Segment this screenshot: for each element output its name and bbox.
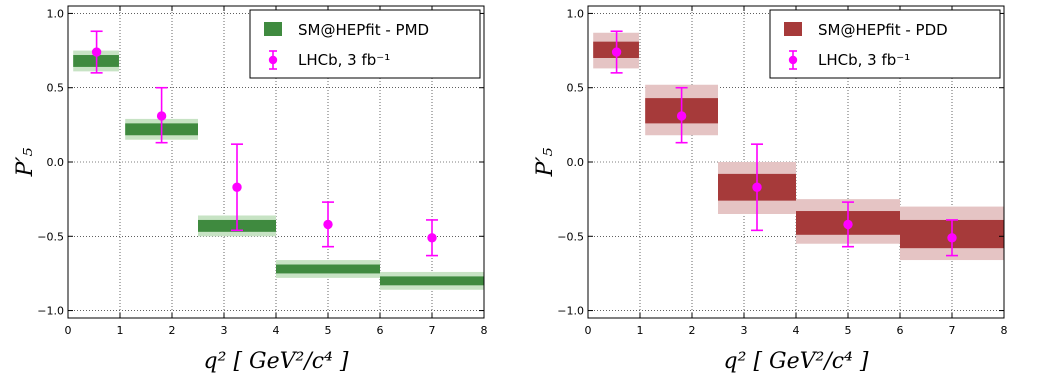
legend: SM@HEPfit - PMD LHCb, 3 fb⁻¹ xyxy=(249,9,481,79)
x-tick-label: 3 xyxy=(221,324,228,337)
y-tick-label: −1.0 xyxy=(37,305,64,318)
y-axis-label: P′₅ xyxy=(533,148,558,178)
left-chart-panel: 0 1 2 3 4 5 6 7 8 −1.0 −0.5 0.0 0.5 1.0 q² [ GeV²/c⁴ ]… xyxy=(0,0,520,380)
data-point xyxy=(676,111,687,121)
y-tick-label: 0.0 xyxy=(567,156,585,169)
legend: SM@HEPfit - PDD LHCb, 3 fb⁻¹ xyxy=(769,9,1001,79)
legend-swatch-band xyxy=(264,22,282,36)
legend-box xyxy=(769,9,1001,79)
x-axis-label: q² [ GeV²/c⁴ ] xyxy=(724,349,869,374)
x-tick-label: 8 xyxy=(1001,324,1008,337)
x-tick-label: 4 xyxy=(273,324,280,337)
y-tick-label: −1.0 xyxy=(557,305,584,318)
x-tick-label: 5 xyxy=(325,324,332,337)
data-point xyxy=(611,47,622,57)
right-chart: 0 1 2 3 4 5 6 7 8 −1.0 −0.5 0.0 0.5 1.0 q² [ GeV²/c⁴ ]… xyxy=(533,5,1008,374)
right-chart-panel: 0 1 2 3 4 5 6 7 8 −1.0 −0.5 0.0 0.5 1.0 q² [ GeV²/c⁴ ]… xyxy=(520,0,1040,380)
legend-label-sm: SM@HEPfit - PMD xyxy=(298,21,429,39)
x-tick-label: 2 xyxy=(169,324,176,337)
legend-swatch-band xyxy=(784,22,802,36)
x-tick-label: 6 xyxy=(377,324,384,337)
x-tick-label: 7 xyxy=(429,324,436,337)
legend-label-sm: SM@HEPfit - PDD xyxy=(818,21,948,39)
data-point xyxy=(156,111,167,121)
y-axis-label: P′₅ xyxy=(13,148,38,178)
x-tick-label: 8 xyxy=(481,324,488,337)
x-tick-label: 6 xyxy=(897,324,904,337)
data-point xyxy=(232,182,242,192)
y-tick-label: 1.0 xyxy=(567,7,585,20)
data-point xyxy=(323,219,333,230)
band-inner xyxy=(276,264,380,274)
data-point xyxy=(427,233,437,243)
x-tick-label: 4 xyxy=(793,324,800,337)
left-chart: 0 1 2 3 4 5 6 7 8 −1.0 −0.5 0.0 0.5 1.0 q² [ GeV²/c⁴ ]… xyxy=(13,5,488,374)
x-tick-label: 7 xyxy=(949,324,956,337)
y-tick-label: 1.0 xyxy=(47,7,65,20)
y-tick-label: −0.5 xyxy=(557,230,584,243)
data-point xyxy=(752,182,762,192)
band-inner xyxy=(380,276,484,286)
data-point xyxy=(947,233,957,243)
x-axis-label: q² [ GeV²/c⁴ ] xyxy=(204,349,349,374)
y-tick-label: −0.5 xyxy=(37,230,64,243)
data-point xyxy=(91,47,102,57)
legend-box xyxy=(249,9,481,79)
x-tick-label: 1 xyxy=(637,324,644,337)
y-tick-label: 0.5 xyxy=(47,82,65,95)
x-tick-label: 3 xyxy=(741,324,748,337)
x-tick-label: 5 xyxy=(845,324,852,337)
legend-label-lhcb: LHCb, 3 fb⁻¹ xyxy=(818,51,910,69)
data-point xyxy=(843,219,853,230)
legend-marker xyxy=(788,55,798,65)
x-tick-label: 2 xyxy=(689,324,696,337)
x-tick-label: 1 xyxy=(117,324,124,337)
x-tick-label: 0 xyxy=(65,324,72,337)
legend-label-lhcb: LHCb, 3 fb⁻¹ xyxy=(298,51,390,69)
x-tick-label: 0 xyxy=(585,324,592,337)
y-tick-label: 0.0 xyxy=(47,156,65,169)
legend-marker xyxy=(268,55,278,65)
y-tick-label: 0.5 xyxy=(567,82,585,95)
